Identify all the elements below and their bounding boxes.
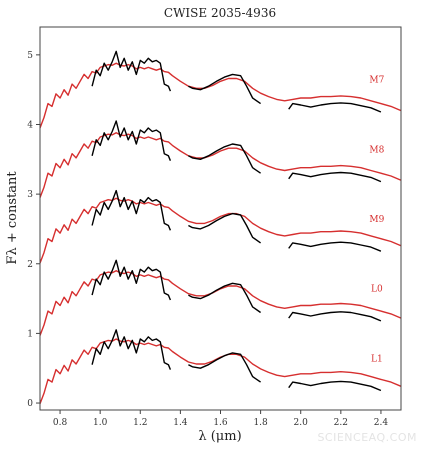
series-label-m8: M8 [369, 145, 384, 155]
series-m9: M9 [40, 189, 401, 264]
y-tick-label: 3 [27, 190, 33, 200]
observed-line-m9-segment-1 [91, 189, 172, 231]
x-tick-label: 2.2 [334, 418, 348, 428]
observed-line-l0-segment-3 [288, 311, 382, 322]
y-tick-label: 2 [27, 260, 33, 270]
x-tick-label: 1.8 [253, 418, 268, 428]
y-tick-label: 5 [27, 51, 33, 61]
template-line-m7 [40, 62, 401, 129]
observed-line-m8-segment-2 [188, 143, 261, 174]
observed-line-l0-segment-2 [188, 282, 262, 314]
axis-ticks: 0.8 1.0 1.2 1.4 1.6 1.8 2.0 2.2 2.4 0 1 2 3 4 5 [27, 51, 388, 428]
series-label-l0: L0 [371, 285, 383, 295]
series-l0: L0 [40, 259, 401, 336]
y-tick-label: 4 [27, 120, 33, 130]
observed-line-m7-segment-2 [188, 73, 262, 105]
y-axis-label: Fλ + constant [5, 171, 20, 265]
observed-line-m9-segment-2 [188, 212, 262, 244]
observed-line-l1-segment-2 [188, 352, 261, 383]
observed-line-l1-segment-1 [91, 329, 172, 370]
observed-line-m8-segment-1 [91, 120, 172, 161]
series-label-m9: M9 [369, 215, 384, 225]
y-tick-label: 1 [27, 329, 33, 339]
x-axis-label: λ (μm) [198, 429, 241, 444]
chart-title: CWISE 2035-4936 [164, 6, 276, 20]
x-tick-label: 1.2 [133, 418, 147, 428]
series-l1: L1 [40, 329, 401, 404]
template-line-m9 [40, 197, 401, 264]
observed-line-m8-segment-3 [288, 171, 382, 183]
watermark: SCIENCEAQ.COM [317, 431, 417, 444]
series-m7: M7 [40, 50, 401, 129]
plot-area: M7 M8 M9 L0 L1 [40, 50, 401, 404]
x-tick-label: 0.8 [53, 418, 68, 428]
observed-line-l1-segment-3 [288, 380, 382, 392]
x-tick-label: 2.4 [374, 418, 389, 428]
observed-line-l0-segment-1 [91, 259, 172, 301]
template-line-l0 [40, 270, 401, 336]
x-tick-label: 2.0 [294, 418, 309, 428]
series-label-l1: L1 [371, 354, 383, 364]
series-m8: M8 [40, 120, 401, 198]
observed-line-m7-segment-3 [288, 102, 382, 113]
series-label-m7: M7 [369, 76, 384, 86]
x-tick-label: 1.6 [213, 418, 228, 428]
x-tick-label: 1.0 [93, 418, 108, 428]
observed-line-m9-segment-3 [288, 241, 382, 252]
observed-line-m7-segment-1 [91, 50, 172, 92]
y-tick-label: 0 [27, 399, 33, 409]
template-line-l1 [40, 338, 401, 404]
x-tick-label: 1.4 [173, 418, 188, 428]
template-line-m8 [40, 132, 401, 198]
